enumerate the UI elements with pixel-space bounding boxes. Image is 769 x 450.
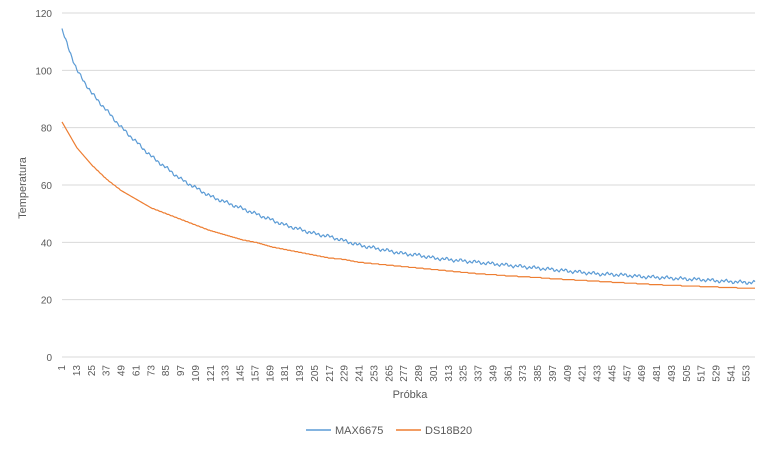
x-tick-label: 493 [667, 365, 678, 382]
x-tick-label: 85 [161, 365, 172, 377]
x-tick-label: 505 [682, 365, 693, 382]
x-tick-label: 457 [622, 365, 633, 382]
x-tick-label: 289 [414, 365, 425, 382]
x-tick-label: 97 [176, 365, 187, 377]
x-tick-label: 445 [607, 365, 618, 382]
x-tick-label: 541 [726, 365, 737, 382]
x-tick-label: 385 [533, 365, 544, 382]
x-tick-label: 301 [429, 365, 440, 382]
x-tick-label: 217 [325, 365, 336, 382]
x-tick-label: 181 [280, 365, 291, 382]
x-tick-label: 325 [459, 365, 470, 382]
x-tick-label: 517 [697, 365, 708, 382]
x-tick-label: 229 [340, 365, 351, 382]
legend-label: DS18B20 [425, 425, 472, 437]
series-layer [61, 28, 756, 289]
x-tick-label: 157 [250, 365, 261, 382]
x-tick-label: 205 [310, 365, 321, 382]
x-tick-label: 145 [236, 365, 247, 382]
x-tick-label: 265 [384, 365, 395, 382]
x-tick-label: 241 [355, 365, 366, 382]
x-tick-label: 121 [206, 365, 217, 382]
x-tick-label: 25 [87, 365, 98, 377]
legend-label: MAX6675 [335, 425, 383, 437]
x-tick-label: 13 [72, 365, 83, 377]
x-tick-label: 37 [102, 365, 113, 377]
x-tick-label: 277 [399, 365, 410, 382]
x-tick-label: 349 [488, 365, 499, 382]
x-tick-label: 109 [191, 365, 202, 382]
x-tick-label: 373 [518, 365, 529, 382]
x-tick-label: 361 [503, 365, 514, 382]
x-axis-title: Próbka [393, 389, 429, 401]
grid-layer [62, 12, 755, 358]
x-tick-label: 409 [563, 365, 574, 382]
y-tick-label: 120 [35, 9, 52, 20]
x-tick-label: 193 [295, 365, 306, 382]
x-tick-labels: 1 13 25 37 49 61 73 85 97 109 121 133 145 157 169 181 19… [57, 365, 752, 382]
y-tick-label: 60 [41, 181, 53, 192]
x-tick-label: 553 [741, 365, 752, 382]
x-tick-label: 469 [637, 365, 648, 382]
x-tick-label: 169 [265, 365, 276, 382]
x-tick-label: 397 [548, 365, 559, 382]
y-tick-label: 20 [41, 296, 53, 307]
y-tick-labels: 0 20 40 60 80 100 120 [35, 9, 52, 364]
x-tick-label: 421 [578, 365, 589, 382]
series-line-max6675 [61, 28, 756, 285]
y-tick-label: 80 [41, 124, 53, 135]
y-tick-label: 100 [35, 66, 52, 77]
x-tick-label: 481 [652, 365, 663, 382]
x-tick-label: 49 [117, 365, 128, 377]
x-tick-label: 73 [146, 365, 157, 377]
y-tick-label: 0 [46, 353, 52, 364]
x-tick-label: 313 [444, 365, 455, 382]
series-line-ds18b20 [61, 121, 755, 289]
x-tick-label: 61 [131, 365, 142, 377]
x-tick-label: 433 [593, 365, 604, 382]
legend: MAX6675 DS18B20 [306, 425, 472, 437]
x-tick-label: 1 [57, 365, 68, 371]
x-tick-label: 529 [712, 365, 723, 382]
x-tick-label: 133 [221, 365, 232, 382]
y-tick-label: 40 [41, 238, 53, 249]
x-tick-label: 253 [369, 365, 380, 382]
x-tick-label: 337 [474, 365, 485, 382]
y-axis-title: Temperatura [17, 156, 29, 219]
